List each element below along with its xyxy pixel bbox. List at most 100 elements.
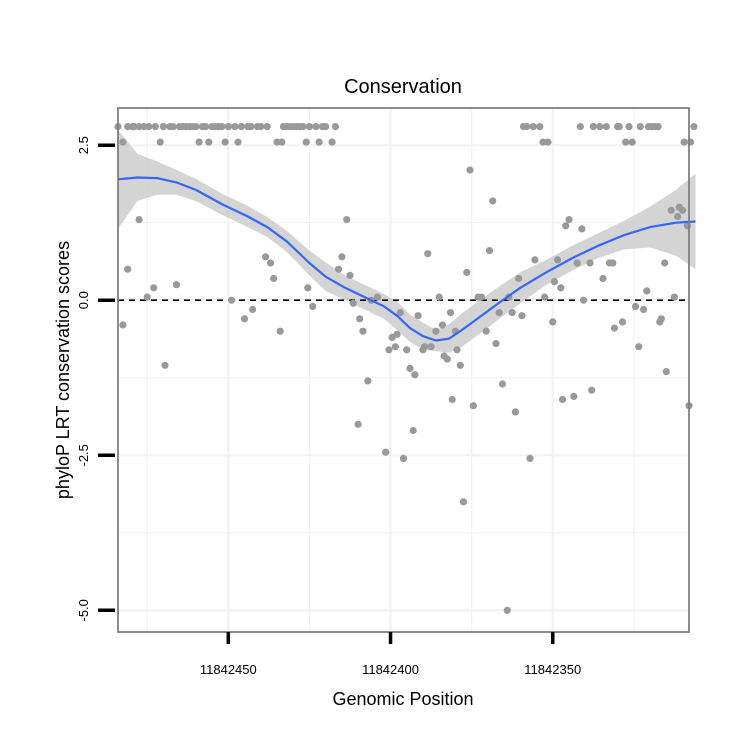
data-point	[580, 296, 588, 304]
data-point	[354, 420, 362, 428]
data-point	[670, 293, 679, 301]
data-point	[529, 123, 537, 131]
data-point	[237, 123, 245, 131]
data-point	[432, 327, 440, 335]
data-point	[482, 327, 490, 335]
data-point	[631, 302, 640, 310]
data-point	[456, 361, 464, 369]
data-point	[335, 265, 343, 273]
data-point	[195, 138, 203, 146]
data-point	[409, 426, 417, 435]
data-point	[492, 340, 500, 348]
data-point	[231, 123, 239, 131]
data-point	[622, 138, 630, 146]
data-point	[589, 123, 597, 131]
data-point	[609, 259, 617, 267]
data-point	[257, 123, 265, 131]
data-point	[393, 330, 401, 338]
data-point	[322, 123, 330, 131]
data-point	[385, 346, 393, 354]
data-point	[299, 123, 307, 131]
x-tick-label: 11842350	[524, 662, 581, 677]
data-point	[373, 293, 382, 301]
data-point	[328, 138, 336, 146]
data-point	[680, 138, 688, 146]
data-point	[161, 361, 169, 369]
data-point	[610, 324, 619, 332]
data-point	[270, 274, 278, 283]
data-point	[570, 392, 578, 400]
data-point	[145, 123, 153, 131]
data-point	[192, 123, 200, 131]
data-point	[602, 123, 610, 131]
data-point	[573, 259, 581, 267]
data-point	[151, 123, 159, 131]
y-tick-label: -2.5	[76, 444, 91, 466]
data-point	[518, 312, 526, 320]
data-point	[667, 206, 675, 214]
y-tick-label: 0.0	[76, 291, 91, 309]
data-point	[124, 265, 132, 273]
plot-frame	[117, 107, 690, 633]
data-point	[156, 138, 164, 146]
data-point	[554, 256, 562, 264]
data-point	[640, 305, 648, 314]
data-point	[453, 346, 461, 354]
data-point	[625, 123, 633, 131]
data-points-layer	[114, 123, 698, 614]
data-point	[443, 355, 451, 363]
data-point	[459, 498, 468, 506]
data-point	[234, 138, 242, 146]
data-point	[508, 309, 516, 317]
data-point	[523, 123, 531, 131]
data-point	[249, 305, 257, 314]
x-tick-label: 11842450	[200, 662, 257, 677]
data-point	[485, 247, 494, 255]
y-tick-label: -5.0	[76, 599, 91, 621]
data-point	[406, 364, 414, 372]
data-point	[240, 315, 249, 323]
y-axis: 2.5 0.0 -2.5 -5.0	[76, 136, 115, 622]
data-point	[636, 123, 644, 131]
data-point	[172, 281, 180, 289]
data-point	[221, 138, 229, 146]
data-point	[382, 448, 390, 456]
data-point	[435, 293, 443, 301]
data-point	[615, 123, 623, 131]
data-point	[531, 256, 539, 264]
data-point	[276, 327, 284, 335]
data-point	[536, 123, 544, 131]
data-point	[661, 259, 669, 267]
data-point	[338, 253, 346, 261]
data-point	[654, 123, 662, 131]
data-point	[503, 606, 511, 614]
data-point	[438, 321, 446, 329]
data-point	[263, 123, 271, 131]
data-point	[331, 123, 339, 131]
data-point	[526, 454, 534, 462]
data-point	[143, 293, 151, 301]
x-axis-title: Genomic Position	[332, 689, 473, 709]
data-point	[683, 222, 692, 230]
data-point	[159, 123, 167, 131]
data-point	[302, 138, 310, 146]
chart-title: Conservation	[344, 76, 462, 98]
data-point	[557, 284, 565, 292]
data-point	[135, 216, 143, 224]
data-point	[399, 454, 408, 462]
data-point	[515, 274, 523, 283]
data-point	[247, 123, 255, 131]
data-point	[558, 395, 567, 404]
data-point	[565, 216, 573, 224]
data-point	[150, 284, 158, 292]
data-point	[119, 321, 127, 329]
data-point	[643, 287, 651, 295]
data-point	[463, 268, 471, 276]
data-point	[119, 138, 127, 146]
gridlines	[118, 108, 689, 632]
data-point	[562, 222, 570, 230]
data-point	[202, 123, 210, 131]
data-point	[424, 250, 432, 258]
data-point	[674, 212, 682, 221]
data-point	[396, 309, 404, 317]
